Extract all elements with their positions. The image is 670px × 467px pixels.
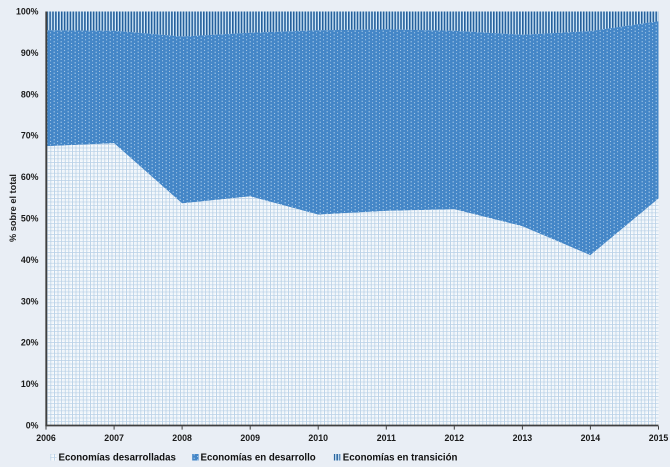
- svg-text:Economías en desarrollo: Economías en desarrollo: [201, 452, 316, 462]
- svg-text:2006: 2006: [36, 433, 56, 443]
- svg-text:2013: 2013: [513, 433, 533, 443]
- svg-text:70%: 70%: [21, 131, 39, 141]
- svg-text:60%: 60%: [21, 172, 39, 182]
- svg-text:2007: 2007: [104, 433, 124, 443]
- svg-text:2010: 2010: [308, 433, 328, 443]
- svg-text:2015: 2015: [649, 433, 669, 443]
- svg-text:30%: 30%: [21, 296, 39, 306]
- svg-text:50%: 50%: [21, 214, 39, 224]
- svg-text:100%: 100%: [16, 7, 39, 17]
- svg-text:2009: 2009: [240, 433, 260, 443]
- svg-text:0%: 0%: [26, 421, 39, 431]
- svg-text:% sobre el total: % sobre el total: [8, 174, 18, 242]
- svg-text:2008: 2008: [172, 433, 192, 443]
- svg-text:40%: 40%: [21, 255, 39, 265]
- svg-text:20%: 20%: [21, 338, 39, 348]
- svg-text:Economías en transición: Economías en transición: [343, 452, 458, 462]
- svg-text:90%: 90%: [21, 48, 39, 58]
- svg-text:10%: 10%: [21, 379, 39, 389]
- svg-text:2012: 2012: [445, 433, 465, 443]
- svg-text:Economías desarrolladas: Economías desarrolladas: [59, 452, 176, 462]
- svg-text:2011: 2011: [377, 433, 396, 443]
- svg-text:2014: 2014: [581, 433, 601, 443]
- svg-text:80%: 80%: [21, 89, 39, 99]
